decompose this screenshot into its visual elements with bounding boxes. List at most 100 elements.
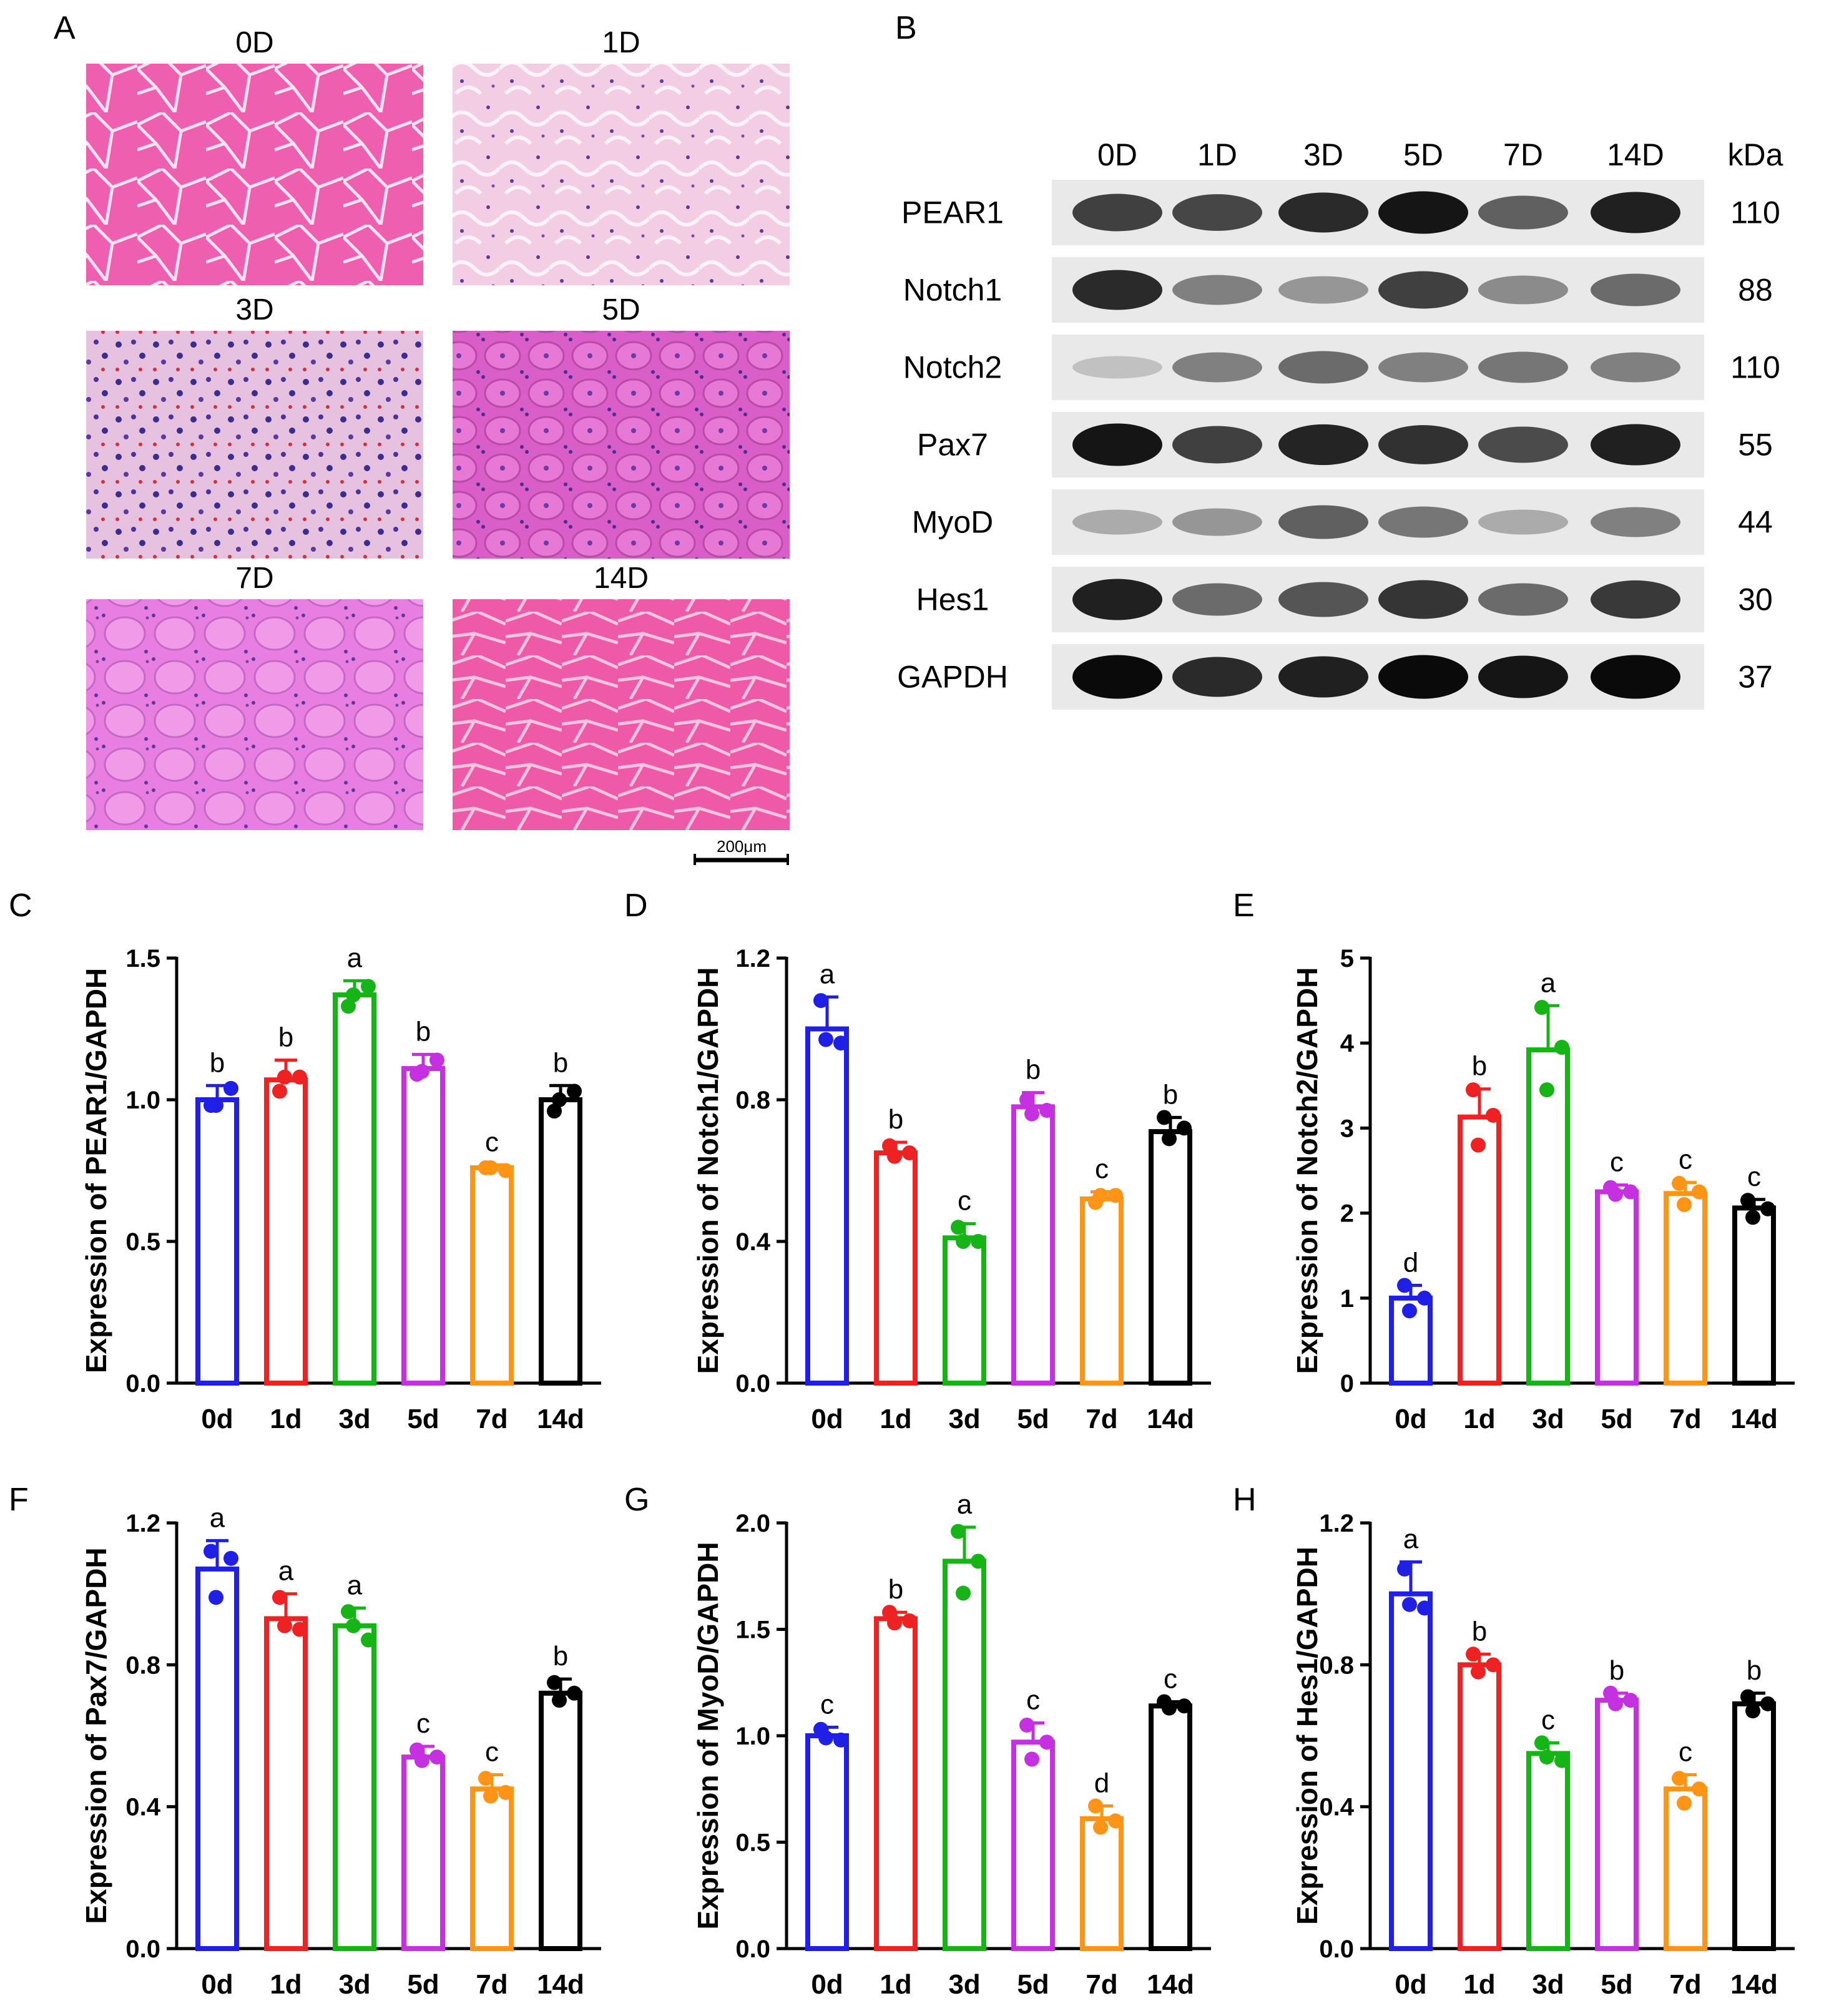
significance-letter: c bbox=[1541, 1705, 1555, 1735]
blot-band bbox=[1591, 192, 1680, 233]
data-point bbox=[1745, 1703, 1760, 1719]
x-tick-label: 14d bbox=[537, 1969, 584, 2000]
y-axis-label: Expression of MyoD/GAPDH bbox=[692, 1542, 724, 1929]
data-point bbox=[1486, 1107, 1501, 1123]
data-point bbox=[292, 1622, 307, 1637]
data-point bbox=[223, 1550, 238, 1566]
y-axis-label: Expression of Notch1/GAPDH bbox=[692, 967, 724, 1374]
significance-letter: c bbox=[1679, 1145, 1692, 1175]
blot-band bbox=[1378, 191, 1468, 234]
protein-kda: 110 bbox=[1730, 195, 1780, 230]
y-tick-label: 0.5 bbox=[735, 1829, 770, 1857]
blot-band bbox=[1172, 275, 1262, 305]
blot-band bbox=[1591, 273, 1680, 306]
y-tick-label: 4 bbox=[1340, 1030, 1355, 1057]
lane-label-3d: 3D bbox=[1303, 137, 1343, 172]
y-tick-label: 1.5 bbox=[735, 1617, 770, 1644]
significance-letter: a bbox=[820, 959, 835, 989]
significance-letter: c bbox=[1610, 1147, 1624, 1178]
x-tick-label: 14d bbox=[1730, 1969, 1778, 2000]
x-tick-label: 5d bbox=[1017, 1404, 1049, 1434]
y-tick-label: 1.0 bbox=[735, 1723, 770, 1750]
data-point bbox=[956, 1585, 971, 1601]
y-tick-label: 3 bbox=[1340, 1115, 1354, 1142]
data-point bbox=[1093, 1819, 1108, 1835]
data-point bbox=[1745, 1210, 1760, 1225]
bar-5d bbox=[1011, 1104, 1055, 1386]
bar-3d bbox=[943, 1235, 986, 1386]
protein-kda: 110 bbox=[1730, 350, 1780, 385]
x-tick-label: 5d bbox=[1601, 1404, 1632, 1434]
blot-band bbox=[1591, 580, 1680, 619]
y-tick-label: 1.5 bbox=[125, 945, 160, 972]
x-tick-label: 14d bbox=[1730, 1404, 1778, 1434]
y-tick-label: 5 bbox=[1340, 945, 1354, 972]
data-point bbox=[223, 1080, 238, 1096]
significance-letter: c bbox=[1747, 1162, 1761, 1192]
data-point bbox=[1623, 1184, 1638, 1200]
data-point bbox=[429, 1749, 444, 1765]
significance-letter: c bbox=[1095, 1154, 1109, 1185]
bar-3d bbox=[1526, 1751, 1570, 1952]
bar-14d bbox=[539, 1690, 582, 1952]
protein-label-notch2: Notch2 bbox=[903, 350, 1002, 385]
histology-day-label: 7D bbox=[235, 562, 273, 595]
bar-1d bbox=[264, 1616, 308, 1951]
lane-label-1d: 1D bbox=[1197, 137, 1237, 172]
chart-e: E 0 1 2 3 4 5 Expression of Notch2/GAPDH d 0d b 1d a… bbox=[1233, 888, 1795, 1434]
bar-7d bbox=[470, 1786, 514, 1951]
significance-letter: a bbox=[210, 1502, 225, 1533]
blot-band bbox=[1378, 352, 1468, 383]
significance-letter: b bbox=[1472, 1051, 1487, 1082]
data-point bbox=[1608, 1696, 1623, 1711]
western-blot-panel: B 0D 1D 3D 5D 7D 14D kDa PEAR1 110 Notch1 88 Notch2 1… bbox=[895, 10, 1783, 710]
significance-letter: d bbox=[1094, 1768, 1109, 1799]
bar-14d bbox=[1732, 1701, 1776, 1952]
x-tick-label: 1d bbox=[880, 1404, 911, 1434]
x-tick-label: 3d bbox=[948, 1969, 980, 2000]
significance-letter: a bbox=[1541, 967, 1556, 998]
x-tick-label: 7d bbox=[1086, 1969, 1117, 2000]
protein-label-pear1: PEAR1 bbox=[901, 195, 1004, 230]
blot-band bbox=[1478, 426, 1568, 463]
x-tick-label: 3d bbox=[1532, 1969, 1564, 2000]
y-tick-label: 2.0 bbox=[735, 1510, 770, 1537]
data-point bbox=[1177, 1698, 1192, 1714]
data-point bbox=[1162, 1131, 1177, 1147]
data-point bbox=[902, 1613, 917, 1628]
blot-band bbox=[1172, 352, 1262, 383]
significance-letter: c bbox=[820, 1689, 834, 1720]
blot-band bbox=[1172, 426, 1262, 464]
data-point bbox=[552, 1092, 567, 1107]
protein-label-notch1: Notch1 bbox=[903, 273, 1002, 308]
bar-3d bbox=[943, 1558, 986, 1951]
data-point bbox=[498, 1163, 513, 1178]
data-point bbox=[208, 1098, 223, 1113]
chart-h: H 0.0 0.4 0.8 1.2 Expression of Hes1/GAPDH a 0d… bbox=[1233, 1482, 1795, 2000]
significance-letter: b bbox=[416, 1016, 431, 1047]
blot-band bbox=[1072, 509, 1162, 535]
lane-label-5d: 5D bbox=[1403, 137, 1443, 172]
data-point bbox=[272, 1084, 287, 1099]
histology-day-label: 1D bbox=[602, 26, 640, 59]
data-point bbox=[833, 1732, 848, 1748]
x-tick-label: 0d bbox=[201, 1969, 233, 2000]
data-point bbox=[1539, 1749, 1554, 1765]
significance-letter: a bbox=[957, 1489, 973, 1520]
x-tick-label: 5d bbox=[407, 1404, 439, 1434]
blot-band bbox=[1172, 194, 1262, 231]
data-point bbox=[1397, 1561, 1412, 1577]
bar-1d bbox=[1458, 1662, 1501, 1951]
scale-bar-label: 200μm bbox=[717, 837, 767, 856]
bar-0d bbox=[195, 1097, 239, 1386]
data-point bbox=[1677, 1795, 1692, 1811]
lane-label-7d: 7D bbox=[1503, 137, 1543, 172]
protein-label-myod: MyoD bbox=[912, 505, 994, 540]
y-tick-label: 0.0 bbox=[125, 1935, 160, 1963]
panel-letter-e: E bbox=[1233, 888, 1255, 924]
x-tick-label: 5d bbox=[1017, 1969, 1049, 2000]
histology-day-label: 3D bbox=[235, 293, 273, 326]
panel-letter-a: A bbox=[54, 10, 76, 46]
panel-letter-c: C bbox=[9, 888, 32, 924]
